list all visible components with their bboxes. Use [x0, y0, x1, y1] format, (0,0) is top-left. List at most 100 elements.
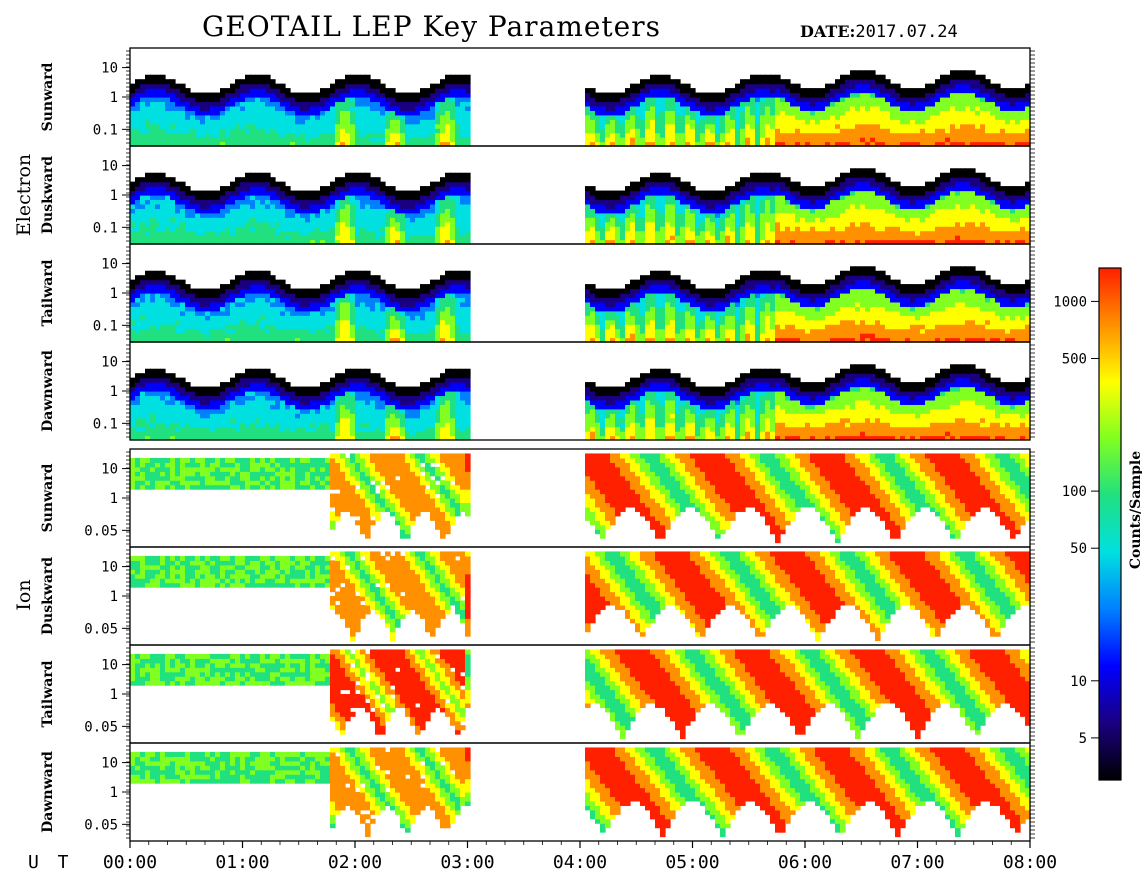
heatmap-cell — [380, 212, 386, 218]
heatmap-cell — [245, 172, 251, 178]
heatmap-cell — [945, 137, 951, 143]
heatmap-cell — [790, 92, 796, 98]
heatmap-cell — [720, 199, 726, 205]
heatmap-cell — [990, 101, 996, 107]
heatmap-cell — [830, 92, 836, 98]
heatmap-cell — [245, 306, 251, 312]
heatmap-cell — [305, 141, 311, 147]
heatmap-cell — [940, 105, 946, 111]
heatmap-cell — [435, 181, 441, 187]
heatmap-cell — [150, 128, 156, 134]
heatmap-cell — [340, 128, 346, 134]
heatmap-cell — [170, 226, 176, 232]
heatmap-cell — [135, 239, 141, 245]
heatmap-cell — [460, 79, 466, 85]
heatmap-cell — [825, 208, 831, 214]
heatmap-cell — [870, 226, 876, 232]
heatmap-cell — [1020, 137, 1026, 143]
heatmap-cell — [680, 132, 686, 138]
heatmap-cell — [230, 310, 236, 316]
heatmap-cell — [180, 92, 186, 98]
heatmap-cell — [725, 195, 731, 201]
heatmap-cell — [1015, 123, 1021, 129]
heatmap-cell — [900, 208, 906, 214]
heatmap-cell — [905, 239, 911, 245]
heatmap-cell — [635, 186, 641, 192]
heatmap-cell — [805, 105, 811, 111]
heatmap-cell — [610, 221, 616, 227]
heatmap-cell — [1020, 230, 1026, 236]
heatmap-cell — [660, 203, 666, 209]
heatmap-cell — [645, 132, 651, 138]
heatmap-cell — [185, 333, 191, 339]
heatmap-cell — [450, 226, 456, 232]
heatmap-cell — [415, 137, 421, 143]
heatmap-cell — [765, 79, 771, 85]
heatmap-cell — [755, 88, 761, 94]
heatmap-cell — [140, 284, 146, 290]
heatmap-cell — [610, 141, 616, 147]
heatmap-cell — [240, 315, 246, 321]
heatmap-cell — [775, 110, 781, 116]
heatmap-cell — [745, 97, 751, 103]
heatmap-cell — [380, 105, 386, 111]
heatmap-cell — [250, 177, 256, 183]
heatmap-cell — [995, 217, 1001, 223]
heatmap-cell — [215, 128, 221, 134]
heatmap-cell — [960, 221, 966, 227]
heatmap-cell — [940, 177, 946, 183]
heatmap-cell — [1005, 101, 1011, 107]
heatmap-cell — [295, 226, 301, 232]
heatmap-cell — [245, 203, 251, 209]
heatmap-cell — [255, 235, 261, 241]
heatmap-cell — [325, 119, 331, 125]
heatmap-cell — [970, 172, 976, 178]
heatmap-cell — [135, 235, 141, 241]
heatmap-cell — [735, 119, 741, 125]
heatmap-cell — [145, 74, 151, 80]
heatmap-cell — [760, 137, 766, 143]
heatmap-cell — [865, 177, 871, 183]
heatmap-cell — [200, 119, 206, 125]
heatmap-cell — [365, 119, 371, 125]
heatmap-cell — [635, 114, 641, 120]
heatmap-cell — [220, 293, 226, 299]
heatmap-cell — [740, 141, 746, 147]
heatmap-cell — [460, 123, 466, 129]
heatmap-cell — [245, 123, 251, 129]
heatmap-cell — [160, 172, 166, 178]
heatmap-cell — [950, 79, 956, 85]
heatmap-cell — [590, 92, 596, 98]
heatmap-cell — [660, 114, 666, 120]
heatmap-cell — [690, 212, 696, 218]
heatmap-cell — [925, 212, 931, 218]
heatmap-cell — [245, 79, 251, 85]
heatmap-cell — [615, 217, 621, 223]
heatmap-cell — [810, 190, 816, 196]
heatmap-cell — [465, 195, 471, 201]
heatmap-cell — [420, 186, 426, 192]
heatmap-cell — [865, 212, 871, 218]
heatmap-cell — [775, 74, 781, 80]
heatmap-cell — [775, 239, 781, 245]
heatmap-cell — [925, 199, 931, 205]
heatmap-cell — [815, 212, 821, 218]
heatmap-cell — [130, 328, 136, 334]
heatmap-cell — [200, 221, 206, 227]
heatmap-cell — [150, 79, 156, 85]
heatmap-cell — [190, 203, 196, 209]
heatmap-cell — [425, 235, 431, 241]
heatmap-cell — [445, 172, 451, 178]
heatmap-cell — [175, 208, 181, 214]
heatmap-cell — [255, 293, 261, 299]
heatmap-cell — [230, 315, 236, 321]
heatmap-cell — [730, 92, 736, 98]
heatmap-cell — [695, 239, 701, 245]
heatmap-cell — [995, 83, 1001, 89]
heatmap-cell — [795, 88, 801, 94]
heatmap-cell — [160, 279, 166, 285]
heatmap-cell — [355, 92, 361, 98]
heatmap-cell — [355, 239, 361, 245]
heatmap-cell — [185, 235, 191, 241]
heatmap-cell — [665, 181, 671, 187]
